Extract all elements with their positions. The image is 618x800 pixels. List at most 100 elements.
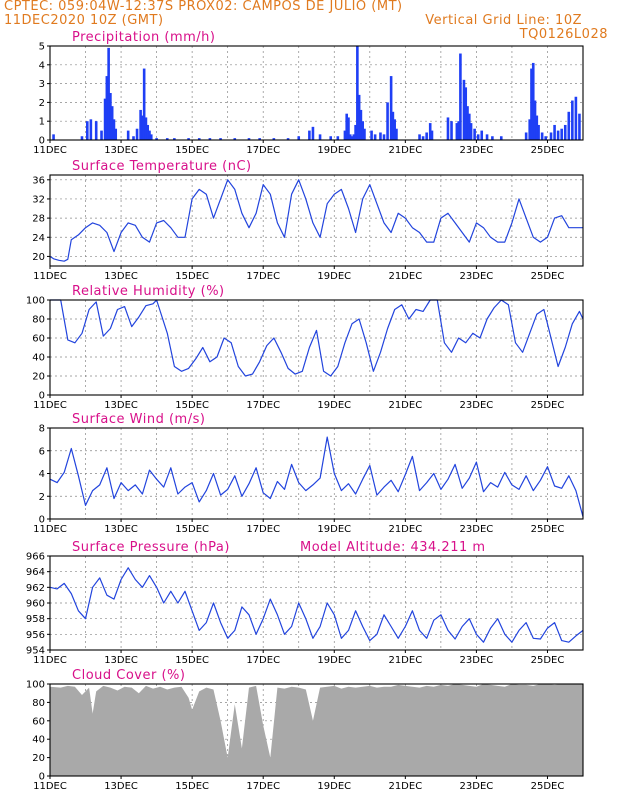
temp-title: Surface Temperature (nC)	[72, 159, 252, 174]
rh-xtick-label: 17DEC	[246, 400, 280, 411]
wind-xtick-label: 17DEC	[246, 524, 280, 535]
wind-xtick-label: 23DEC	[460, 524, 494, 535]
pres-ytick-label: 956	[26, 630, 45, 641]
rh-ytick-label: 0	[39, 391, 45, 402]
precip-bar	[318, 134, 322, 140]
pres-ytick-label: 958	[26, 614, 45, 625]
precip-bar	[528, 119, 531, 140]
precip-bar	[464, 87, 468, 140]
precip-bar	[425, 132, 428, 140]
rh-ytick-label: 40	[32, 353, 45, 364]
wind-xtick-label: 13DEC	[104, 524, 138, 535]
precip-bar	[258, 138, 261, 140]
pres-xtick-label: 15DEC	[175, 655, 209, 666]
precip-xtick-label: 17DEC	[246, 145, 280, 156]
precip-bar	[149, 134, 153, 140]
precip-bar	[356, 46, 359, 140]
precip-bar	[80, 136, 84, 140]
precip-bar	[462, 79, 466, 140]
pres-xtick-label: 19DEC	[317, 655, 351, 666]
precip-bar	[107, 47, 110, 140]
precip-bar	[89, 119, 93, 140]
rh-ytick-label: 80	[32, 315, 45, 326]
precip-bar	[544, 136, 547, 140]
temp-xtick-label: 25DEC	[531, 271, 565, 282]
precip-bar	[556, 130, 560, 140]
precip-bar	[553, 124, 556, 140]
precip-bar	[499, 136, 503, 140]
precip-bar	[110, 106, 114, 140]
pres-xtick-label: 21DEC	[388, 655, 422, 666]
rh-xtick-label: 21DEC	[388, 400, 422, 411]
precip-bar	[347, 117, 350, 140]
precip-bar	[139, 109, 142, 140]
wind-xtick-label: 21DEC	[388, 524, 422, 535]
precip-bar	[132, 136, 135, 140]
cloud-ytick-label: 0	[39, 772, 45, 783]
cloud-ytick-label: 20	[32, 753, 45, 764]
rh-frame	[49, 299, 584, 396]
rh-ytick-label: 100	[26, 296, 45, 307]
cloud-xtick-label: 21DEC	[388, 781, 422, 792]
precip-xtick-label: 11DEC	[33, 145, 67, 156]
precip-bar	[135, 128, 139, 140]
precip-frame	[49, 45, 584, 141]
cloud-xtick-label: 13DEC	[104, 781, 138, 792]
temp-xtick-label: 13DEC	[104, 271, 138, 282]
precip-bar	[455, 123, 459, 140]
precip-bar	[114, 128, 118, 140]
temp-line	[49, 179, 583, 262]
precip-xtick-label: 13DEC	[104, 145, 138, 156]
rh-xtick-label: 15DEC	[175, 400, 209, 411]
cloud-xtick-label: 17DEC	[246, 781, 280, 792]
pres-ytick-label: 962	[26, 583, 45, 594]
temp-xtick-label: 11DEC	[33, 271, 67, 282]
precip-bar	[386, 102, 389, 140]
pres-xtick-label: 13DEC	[104, 655, 138, 666]
wind-line	[49, 436, 584, 517]
precip-bar	[373, 134, 377, 140]
rh-ytick-label: 60	[32, 334, 45, 345]
cloud-xtick-label: 11DEC	[33, 781, 67, 792]
precip-bar	[469, 123, 473, 140]
precip-bar	[187, 138, 190, 140]
precip-bar	[395, 128, 398, 140]
cloud-ytick-label: 60	[32, 716, 45, 727]
pres-xtick-label: 11DEC	[33, 655, 67, 666]
precip-bar	[379, 132, 382, 140]
temp-ytick-label: 28	[32, 214, 45, 225]
wind-xtick-label: 11DEC	[33, 524, 67, 535]
wind-ytick-label: 6	[39, 446, 45, 457]
precip-bar	[348, 134, 352, 140]
precip-bar	[530, 68, 533, 140]
cloud-ytick-label: 80	[32, 698, 45, 709]
precip-bar	[549, 132, 553, 140]
pres-xtick-label: 17DEC	[246, 655, 280, 666]
precip-bar	[343, 130, 347, 140]
precip-bar	[141, 115, 144, 140]
precip-bar	[535, 115, 539, 140]
precip-bar	[345, 113, 349, 140]
precip-bar	[450, 121, 453, 140]
precip-bar	[473, 128, 476, 140]
wind-ytick-label: 0	[39, 515, 45, 526]
precip-bar	[363, 128, 366, 140]
header-code: TQ0126L028	[519, 27, 608, 42]
precip-ytick-label: 3	[39, 79, 45, 90]
cloud-title: Cloud Cover (%)	[72, 668, 185, 683]
precip-bar	[480, 130, 484, 140]
wind-xtick-label: 19DEC	[317, 524, 351, 535]
cloud-ytick-label: 40	[32, 735, 45, 746]
precip-bar	[173, 138, 176, 140]
precip-bar	[350, 136, 354, 140]
precip-bar	[100, 130, 103, 140]
precip-bar	[418, 134, 421, 140]
precip-bar	[247, 138, 251, 140]
precip-bar	[336, 136, 340, 140]
precip-bar	[352, 134, 356, 140]
wind-xtick-label: 15DEC	[175, 524, 209, 535]
temp-xtick-label: 15DEC	[175, 271, 209, 282]
temp-xtick-label: 23DEC	[460, 271, 494, 282]
precip-bar	[146, 124, 150, 140]
